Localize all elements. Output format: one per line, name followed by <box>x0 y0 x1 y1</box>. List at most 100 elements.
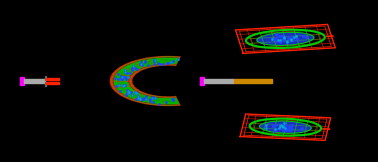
Point <box>284 41 290 44</box>
Point <box>138 62 144 65</box>
Point <box>277 39 284 42</box>
Point <box>167 61 174 63</box>
Bar <box>24 79 45 83</box>
Point <box>272 127 278 130</box>
Point <box>281 128 287 131</box>
Point <box>132 67 138 69</box>
Point <box>290 37 296 40</box>
Point <box>135 97 141 100</box>
Point <box>286 126 292 128</box>
Point <box>272 124 278 127</box>
Point <box>289 124 295 126</box>
Point <box>165 62 171 64</box>
Point <box>283 129 289 132</box>
Point <box>145 64 151 66</box>
Point <box>134 67 140 70</box>
Point <box>290 39 296 41</box>
Point <box>273 127 279 130</box>
Point <box>269 38 275 40</box>
Point <box>288 38 294 40</box>
Point <box>127 72 133 74</box>
Point <box>115 78 121 81</box>
Polygon shape <box>129 64 177 98</box>
Point <box>294 37 300 40</box>
Point <box>119 85 125 87</box>
Point <box>113 85 119 87</box>
Polygon shape <box>121 61 178 101</box>
Point <box>138 62 144 65</box>
Point <box>120 75 126 78</box>
Point <box>116 84 122 87</box>
Point <box>286 35 292 38</box>
Point <box>164 62 170 64</box>
Point <box>278 35 284 38</box>
Point <box>170 60 176 63</box>
Bar <box>45 82 46 86</box>
Bar <box>46 82 59 84</box>
Point <box>125 92 131 94</box>
Point <box>152 59 158 61</box>
Point <box>293 35 299 38</box>
Point <box>291 36 297 39</box>
Point <box>299 126 305 129</box>
Point <box>138 98 144 101</box>
Point <box>137 98 143 101</box>
Point <box>280 36 287 39</box>
Point <box>273 39 279 42</box>
Point <box>122 76 128 78</box>
Point <box>293 35 299 38</box>
Point <box>134 91 140 94</box>
Point <box>137 96 143 99</box>
Point <box>170 97 176 100</box>
Point <box>133 92 139 94</box>
Point <box>282 36 288 39</box>
Point <box>282 126 288 129</box>
Point <box>272 127 278 130</box>
Point <box>132 91 138 93</box>
Point <box>129 67 135 70</box>
Point <box>167 61 174 63</box>
Point <box>277 39 283 41</box>
Point <box>280 126 286 128</box>
Point <box>277 123 284 126</box>
Point <box>169 98 175 101</box>
Point <box>269 38 275 40</box>
Point <box>130 65 136 67</box>
Point <box>282 126 288 128</box>
Point <box>149 96 155 99</box>
Point <box>140 97 146 100</box>
Point <box>122 70 128 73</box>
Point <box>122 78 129 80</box>
Point <box>288 126 294 129</box>
Point <box>128 90 134 93</box>
Point <box>280 39 286 41</box>
Point <box>291 36 297 39</box>
Point <box>280 37 286 40</box>
Point <box>263 124 269 126</box>
Point <box>122 83 128 86</box>
Point <box>124 72 130 75</box>
Point <box>125 89 131 92</box>
Point <box>118 90 124 93</box>
Point <box>287 129 293 131</box>
Point <box>139 63 145 66</box>
Point <box>285 127 291 129</box>
Point <box>281 122 287 124</box>
Point <box>283 127 289 129</box>
Point <box>288 39 294 42</box>
Bar <box>45 76 46 80</box>
Point <box>273 33 279 35</box>
Point <box>125 76 132 78</box>
Point <box>271 37 277 40</box>
Point <box>280 124 286 127</box>
Point <box>288 39 294 42</box>
Point <box>124 89 130 92</box>
Point <box>151 59 157 61</box>
Point <box>271 130 277 132</box>
Bar <box>20 77 24 86</box>
Point <box>116 84 122 87</box>
Point <box>270 125 276 128</box>
Point <box>282 36 288 39</box>
Point <box>129 94 135 96</box>
Point <box>129 67 135 69</box>
